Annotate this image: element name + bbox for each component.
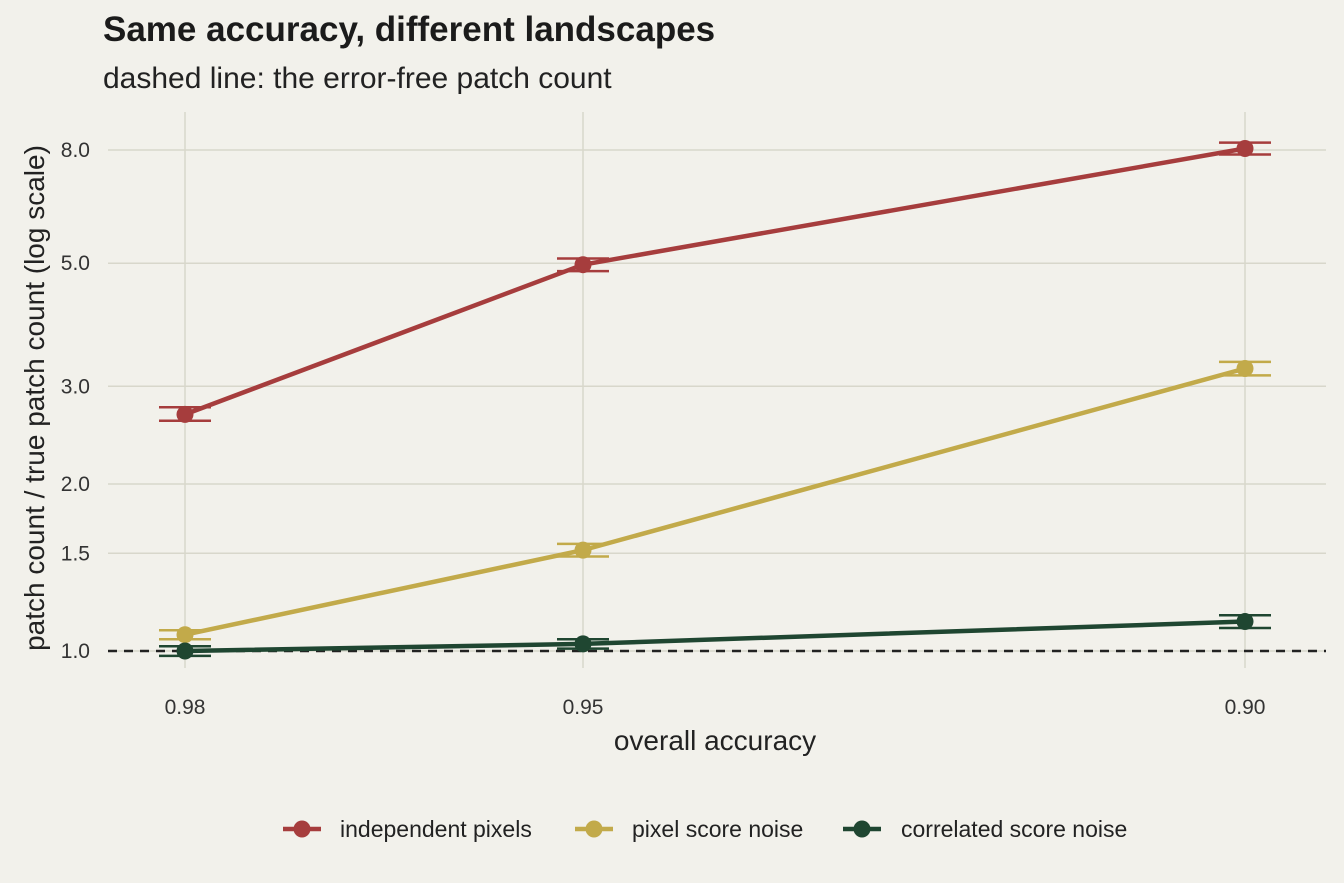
legend-label: independent pixels [340,816,532,842]
y-tick-label: 5.0 [61,252,90,275]
y-tick-label: 1.5 [61,542,90,565]
series-line [184,366,1246,637]
legend-marker [585,820,603,838]
data-point [176,626,194,644]
legend: independent pixels pixel score noise corre… [283,816,1127,842]
chart-title: Same accuracy, different landscapes [103,10,716,49]
legend-item: pixel score noise [575,816,803,842]
x-axis-title: overall accuracy [614,725,816,756]
series-independent [159,139,1271,423]
series-layer [159,139,1271,660]
y-tick-label: 1.0 [61,640,90,663]
data-point [1236,360,1254,378]
legend-item: correlated score noise [843,816,1127,842]
legend-marker [293,820,311,838]
legend-label: correlated score noise [901,816,1127,842]
x-tick-label: 0.90 [1225,696,1266,719]
data-point [574,541,592,559]
legend-label: pixel score noise [632,816,803,842]
data-point [574,256,592,274]
series-pixel [159,360,1271,644]
x-tick-label: 0.98 [165,696,206,719]
y-tick-label: 2.0 [61,473,90,496]
series-line [184,619,1246,654]
y-tick-label: 3.0 [61,375,90,398]
series-correlated [159,613,1271,660]
series-line [184,146,1246,417]
chart-subtitle: dashed line: the error-free patch count [103,62,612,95]
data-point [176,642,194,660]
y-axis-title: patch count / true patch count (log scal… [19,145,50,651]
legend-marker [853,820,871,838]
data-point [1236,139,1254,157]
y-tick-labels: 1.0 1.5 2.0 3.0 5.0 8.0 [61,139,90,663]
grid-layer [108,112,1326,668]
data-point [1236,613,1254,631]
data-point [574,635,592,653]
x-tick-labels: 0.98 0.95 0.90 [165,696,1266,719]
y-tick-label: 8.0 [61,139,90,162]
legend-item: independent pixels [283,816,532,842]
x-tick-label: 0.95 [563,696,604,719]
data-point [176,405,194,423]
